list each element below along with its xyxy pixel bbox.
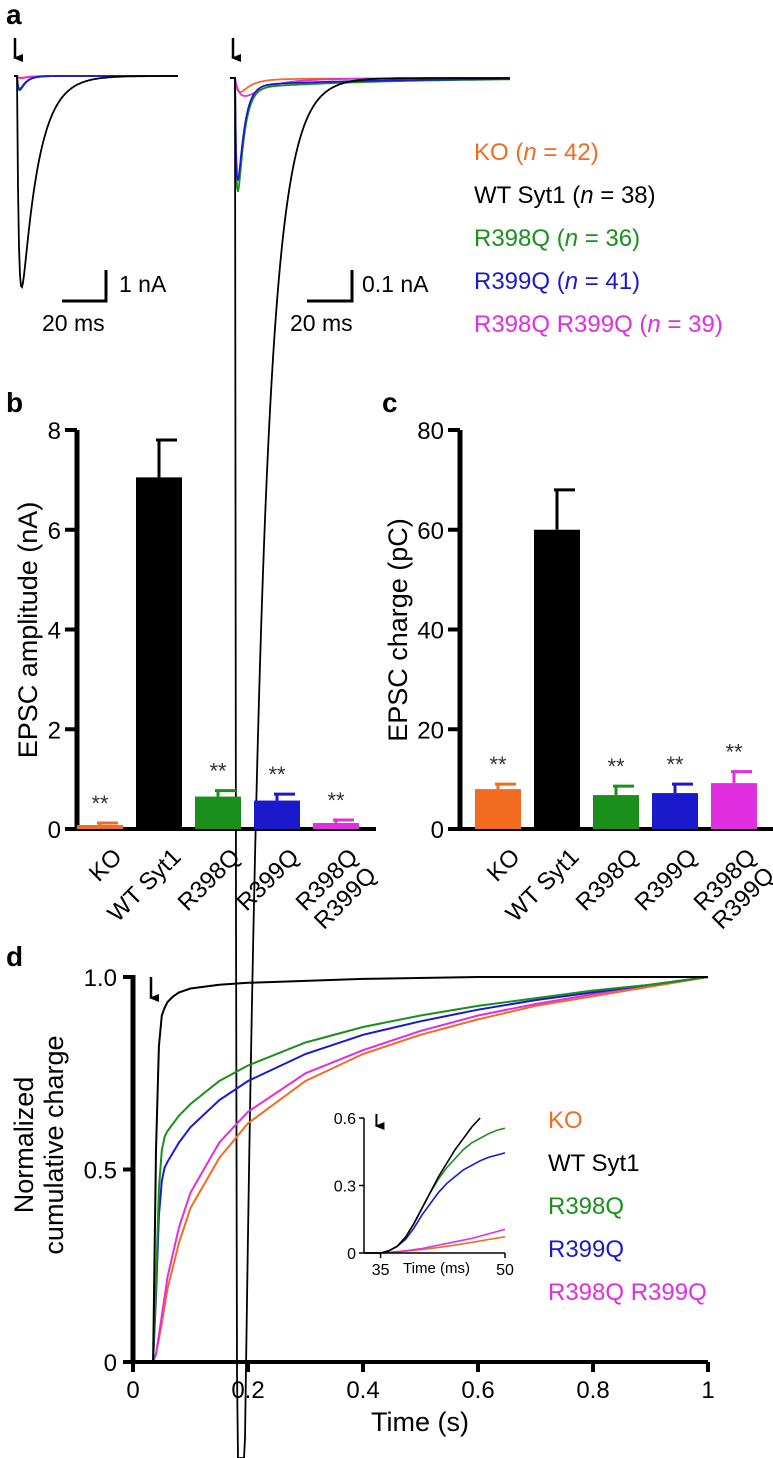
b-bar-r398q-r399q (313, 823, 359, 829)
d-curve-r398q (152, 976, 709, 1363)
scale-bar-left (62, 270, 108, 303)
scale-bar-right (307, 270, 354, 303)
scale-bar-left-amp: 1 nA (119, 271, 167, 297)
d-curve-wt-syt1 (152, 976, 708, 1363)
legend-a-wt: WT Syt1 (n = 38) (474, 182, 656, 209)
c-y-axis-label: EPSC charge (pC) (383, 518, 413, 742)
b-y-tick-label: 8 (48, 418, 61, 445)
d-x-axis-label: Time (s) (371, 1407, 469, 1437)
c-category-label: R398QR399Q (689, 843, 773, 934)
legend-a: KO (n = 42) WT Syt1 (n = 38) R398Q (n = 36… (474, 139, 723, 338)
inset-x-tick-label: 50 (496, 1262, 514, 1279)
legend-a-r399q: R399Q (n = 41) (474, 268, 640, 295)
trace-right-r399q (230, 77, 510, 181)
d-x-tick-label: 0.8 (576, 1377, 609, 1404)
b-significance-mark: ** (209, 759, 227, 784)
b-category-label: R398QR399Q (291, 843, 382, 934)
d-inset-chart: 0 0.3 0.6 35 50 Time (ms) (334, 1111, 514, 1279)
c-y-tick-label: 0 (431, 817, 444, 844)
c-significance-mark: ** (607, 754, 625, 779)
traces-right (230, 77, 510, 1458)
c-bar-r399q (652, 793, 698, 829)
b-y-tick-label: 6 (48, 518, 61, 545)
c-y-tick-label: 60 (417, 518, 444, 545)
traces-left (14, 75, 178, 289)
scale-bar-right-time: 20 ms (290, 310, 353, 336)
c-bar-r398q (593, 795, 639, 829)
b-y-tick-label: 4 (48, 618, 61, 645)
panel-label-a: a (6, 0, 22, 30)
d-x-tick-label: 1 (701, 1377, 714, 1404)
d-curves (152, 976, 709, 1363)
inset-x-tick-label: 35 (372, 1262, 390, 1279)
panel-label-b: b (6, 387, 23, 418)
legend-d-r399q: R399Q (548, 1236, 624, 1263)
c-bar-r398q-r399q (711, 783, 757, 829)
panel-label-d: d (6, 941, 23, 972)
trace-right-r398q (230, 77, 510, 192)
d-curve-ko (152, 976, 709, 1363)
d-y-tick-label: 0.5 (84, 1158, 117, 1185)
b-y-axis-label: EPSC amplitude (nA) (13, 502, 43, 759)
legend-d: KO WT Syt1 R398Q R399Q R398Q R399Q (548, 1107, 707, 1306)
c-category-label: KO (482, 843, 526, 887)
c-bar-wt-syt1 (534, 529, 580, 829)
inset-y-tick-label: 0 (347, 1246, 356, 1263)
b-y-tick-label: 0 (48, 817, 61, 844)
legend-d-ko: KO (548, 1107, 583, 1134)
c-y-tick-label: 80 (417, 418, 444, 445)
inset-y-tick-label: 0.3 (334, 1179, 356, 1196)
d-y-tick-label: 0 (104, 1350, 117, 1377)
legend-d-r398q-r399q: R398Q R399Q (548, 1279, 707, 1306)
d-x-tick-label: 0 (126, 1377, 139, 1404)
legend-a-ko: KO (n = 42) (474, 139, 599, 166)
b-significance-mark: ** (91, 791, 109, 816)
panel-d-cumulative-chart: 0 0.5 1.0 0 0.2 0.4 0.6 0.8 1 Normalized cumulat… (9, 965, 715, 1437)
scale-bar-right-amp: 0.1 nA (362, 271, 429, 297)
c-significance-mark: ** (666, 752, 684, 777)
b-bar-r399q (254, 800, 300, 829)
d-y-axis-label-line2: cumulative charge (39, 1035, 69, 1254)
trace-left-wt (14, 75, 178, 289)
d-curve-r398q-r399q (152, 976, 709, 1363)
d-curve-r399q (152, 976, 709, 1363)
b-significance-mark: ** (268, 762, 286, 787)
inset-curve-wt-syt1 (364, 1117, 481, 1254)
legend-a-r398q-r399q: R398Q R399Q (n = 39) (474, 311, 723, 338)
d-x-tick-label: 0.6 (461, 1377, 494, 1404)
scale-bar-left-time: 20 ms (42, 310, 105, 336)
d-x-tick-label: 0.2 (231, 1377, 264, 1404)
d-axes: 0 0.5 1.0 0 0.2 0.4 0.6 0.8 1 (84, 965, 715, 1404)
d-y-axis-label-line1: Normalized (9, 1077, 39, 1214)
b-category-label: R399Q (232, 843, 305, 916)
c-significance-mark: ** (489, 752, 507, 777)
panel-a-traces: 1 nA 20 ms 0.1 nA 20 ms KO (n = 42) WT Sy… (13, 38, 723, 1458)
legend-d-wt-syt1: WT Syt1 (548, 1150, 640, 1177)
c-category-label: R398Q (571, 843, 644, 916)
b-category-label: KO (84, 843, 128, 887)
c-bar-ko (475, 789, 521, 829)
b-significance-mark: ** (327, 788, 345, 813)
trace-right-wt (230, 77, 510, 1458)
d-y-tick-label: 1.0 (84, 965, 117, 992)
c-y-tick-label: 20 (417, 717, 444, 744)
b-bar-ko (77, 825, 123, 829)
inset-y-tick-label: 0.6 (334, 1111, 356, 1128)
b-category-label: R398Q (173, 843, 246, 916)
c-category-label: R399Q (630, 843, 703, 916)
panel-label-c: c (382, 387, 398, 418)
b-y-tick-label: 2 (48, 717, 61, 744)
b-bar-r398q (195, 796, 241, 829)
b-bar-wt-syt1 (136, 477, 182, 829)
c-y-tick-label: 40 (417, 618, 444, 645)
inset-x-axis-label: Time (ms) (403, 1260, 470, 1277)
legend-d-r398q: R398Q (548, 1193, 624, 1220)
d-x-tick-label: 0.4 (346, 1377, 379, 1404)
c-significance-mark: ** (725, 740, 743, 765)
legend-a-r398q: R398Q (n = 36) (474, 225, 640, 252)
